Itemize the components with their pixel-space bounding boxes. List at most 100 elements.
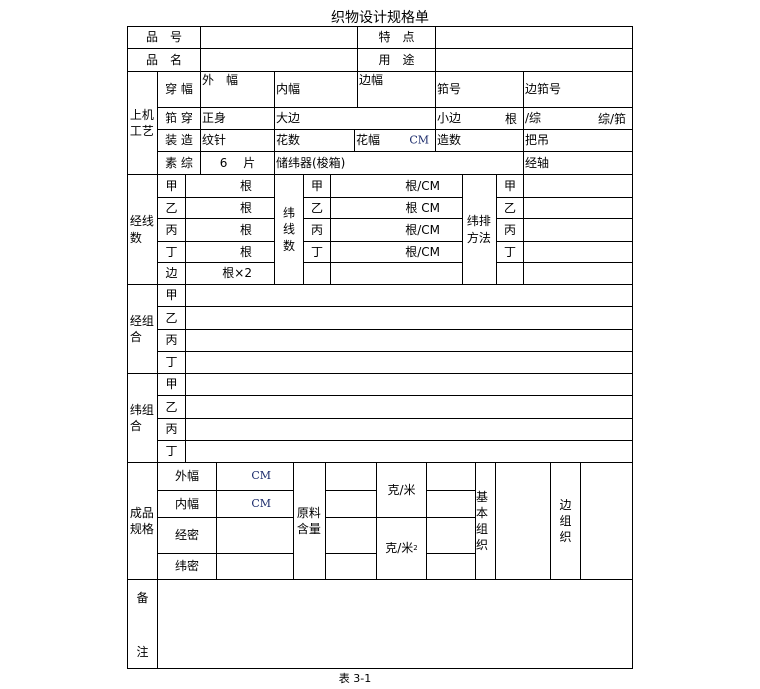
warp-row-value[interactable]: 根 <box>185 174 275 198</box>
weight-value[interactable] <box>426 517 476 554</box>
warp-row-value[interactable]: 根 <box>185 241 275 263</box>
field-huashu-text: 花数 <box>276 133 301 148</box>
field-zongkou[interactable]: /综 综/筘 <box>523 107 633 130</box>
edge-weave-value[interactable] <box>580 462 633 580</box>
weft-row-value-text: 根 CM <box>405 200 440 215</box>
field-biankouhao[interactable]: 边筘号 <box>523 71 633 108</box>
field-kouhao[interactable]: 筘号 <box>435 71 524 108</box>
weft-combo-row-value[interactable] <box>185 440 633 463</box>
arrange-row-value[interactable] <box>523 241 633 263</box>
label-kouchuan-text: 筘 穿 <box>165 111 193 126</box>
label-basic-weave-text: 基本组织 <box>476 489 489 553</box>
label-gm2-text: 克/米 <box>385 541 414 556</box>
field-zhengshen[interactable]: 正身 <box>200 107 275 130</box>
product-label-waifu-text: 外幅 <box>174 469 199 484</box>
field-badiao[interactable]: 把吊 <box>523 129 633 152</box>
field-jingzhou[interactable]: 经轴 <box>523 151 633 175</box>
product-value-jingmi[interactable] <box>216 517 294 554</box>
label-remarks: 备注 <box>127 579 158 669</box>
warp-row-label-text: 丙 <box>165 222 178 237</box>
weft-combo-row-label-text: 甲 <box>165 377 178 392</box>
material-value[interactable] <box>325 553 377 580</box>
weft-row-label: 甲 <box>303 174 331 198</box>
material-value[interactable] <box>325 517 377 554</box>
weft-combo-row-value[interactable] <box>185 395 633 419</box>
label-tedian: 特 点 <box>357 26 436 49</box>
product-value-weimi[interactable] <box>216 553 294 580</box>
product-value-waifu-text: CM <box>251 469 271 483</box>
field-wenzhen[interactable]: 纹针 <box>200 129 275 152</box>
arrange-row-value[interactable] <box>523 197 633 219</box>
weft-row-value[interactable]: 根/CM <box>330 241 463 263</box>
weight-value[interactable] <box>426 462 476 491</box>
product-value-waifu[interactable]: CM <box>216 462 294 491</box>
label-chuanfu-text: 穿 幅 <box>165 82 193 97</box>
arrange-row-label-text: 甲 <box>503 178 516 193</box>
arrange-row-value[interactable] <box>523 218 633 242</box>
warp-combo-row-label-text: 丙 <box>165 333 178 348</box>
remarks-value[interactable] <box>157 579 633 669</box>
field-chuweiqi[interactable]: 储纬器(梭箱) <box>274 151 524 175</box>
weft-row-value[interactable] <box>330 262 463 285</box>
field-waifu[interactable]: 外 幅 <box>200 71 275 108</box>
field-pinming[interactable] <box>200 48 358 72</box>
field-xiaobian[interactable]: 小边 根 <box>435 107 524 130</box>
weft-row-value[interactable]: 根 CM <box>330 197 463 219</box>
weft-row-value[interactable]: 根/CM <box>330 218 463 242</box>
product-label-weimi: 纬密 <box>157 553 217 580</box>
label-suzong-text: 素 综 <box>165 155 193 170</box>
table-caption: 表 3-1 <box>338 672 372 685</box>
weft-row-value-text: 根/CM <box>405 222 440 237</box>
material-value[interactable] <box>325 490 377 518</box>
superscript: 2 <box>413 543 418 552</box>
field-zaoshu[interactable]: 造数 <box>435 129 524 152</box>
weight-value[interactable] <box>426 553 476 580</box>
field-tedian[interactable] <box>435 26 633 49</box>
warp-combo-row-label-text: 甲 <box>165 288 178 303</box>
material-value[interactable] <box>325 462 377 491</box>
form-title: 织物设计规格单 <box>331 10 429 26</box>
warp-row-value[interactable]: 根 <box>185 197 275 219</box>
warp-row-value[interactable]: 根×2 <box>185 262 275 285</box>
label-weft-arrange-text: 纬排方法 <box>466 214 491 245</box>
weight-value[interactable] <box>426 490 476 518</box>
basic-weave-value[interactable] <box>495 462 551 580</box>
product-label-weimi-text: 纬密 <box>174 559 199 574</box>
warp-row-label-text: 甲 <box>165 178 178 193</box>
warp-combo-row-value[interactable] <box>185 284 633 307</box>
weft-combo-row-label-text: 丁 <box>165 444 178 459</box>
warp-combo-row-value[interactable] <box>185 306 633 330</box>
warp-row-label: 丁 <box>157 241 186 263</box>
product-value-neifu-text: CM <box>251 496 271 510</box>
warp-row-value-text: 根 <box>239 200 252 215</box>
label-warp-count: 经线数 <box>127 174 158 285</box>
arrange-row-label-text: 丁 <box>503 244 516 259</box>
field-huashu[interactable]: 花数 <box>274 129 355 152</box>
field-zongkou-unit: 综/筘 <box>597 111 626 126</box>
weft-combo-row-value[interactable] <box>185 418 633 441</box>
label-zhuangzao: 装 造 <box>157 129 201 152</box>
label-basic-weave: 基本组织 <box>475 462 496 580</box>
field-pinhao[interactable] <box>200 26 358 49</box>
arrange-row-value[interactable] <box>523 262 633 285</box>
label-product-spec: 成品规格 <box>127 462 158 580</box>
field-bianfu[interactable]: 边幅 <box>357 71 436 108</box>
field-suzong-pian[interactable]: 6 片 <box>200 151 275 175</box>
warp-combo-row-value[interactable] <box>185 351 633 374</box>
weft-row-label: 丙 <box>303 218 331 242</box>
arrange-row-value[interactable] <box>523 174 633 198</box>
warp-row-value[interactable]: 根 <box>185 218 275 242</box>
warp-combo-label-text: 经组合 <box>129 313 154 344</box>
field-dabian[interactable]: 大边 <box>274 107 436 130</box>
product-value-neifu[interactable]: CM <box>216 490 294 518</box>
arrange-row-label-text: 乙 <box>503 200 516 215</box>
field-neifu[interactable]: 内幅 <box>274 71 358 108</box>
field-huafu[interactable]: 花幅 CM <box>354 129 436 152</box>
weft-row-value[interactable]: 根/CM <box>330 174 463 198</box>
warp-combo-row-value[interactable] <box>185 329 633 352</box>
weft-combo-row-value[interactable] <box>185 373 633 396</box>
warp-row-label: 甲 <box>157 174 186 198</box>
field-yongtu[interactable] <box>435 48 633 72</box>
product-label-jingmi: 经密 <box>157 517 217 554</box>
warp-combo-row-label: 丁 <box>157 351 186 374</box>
